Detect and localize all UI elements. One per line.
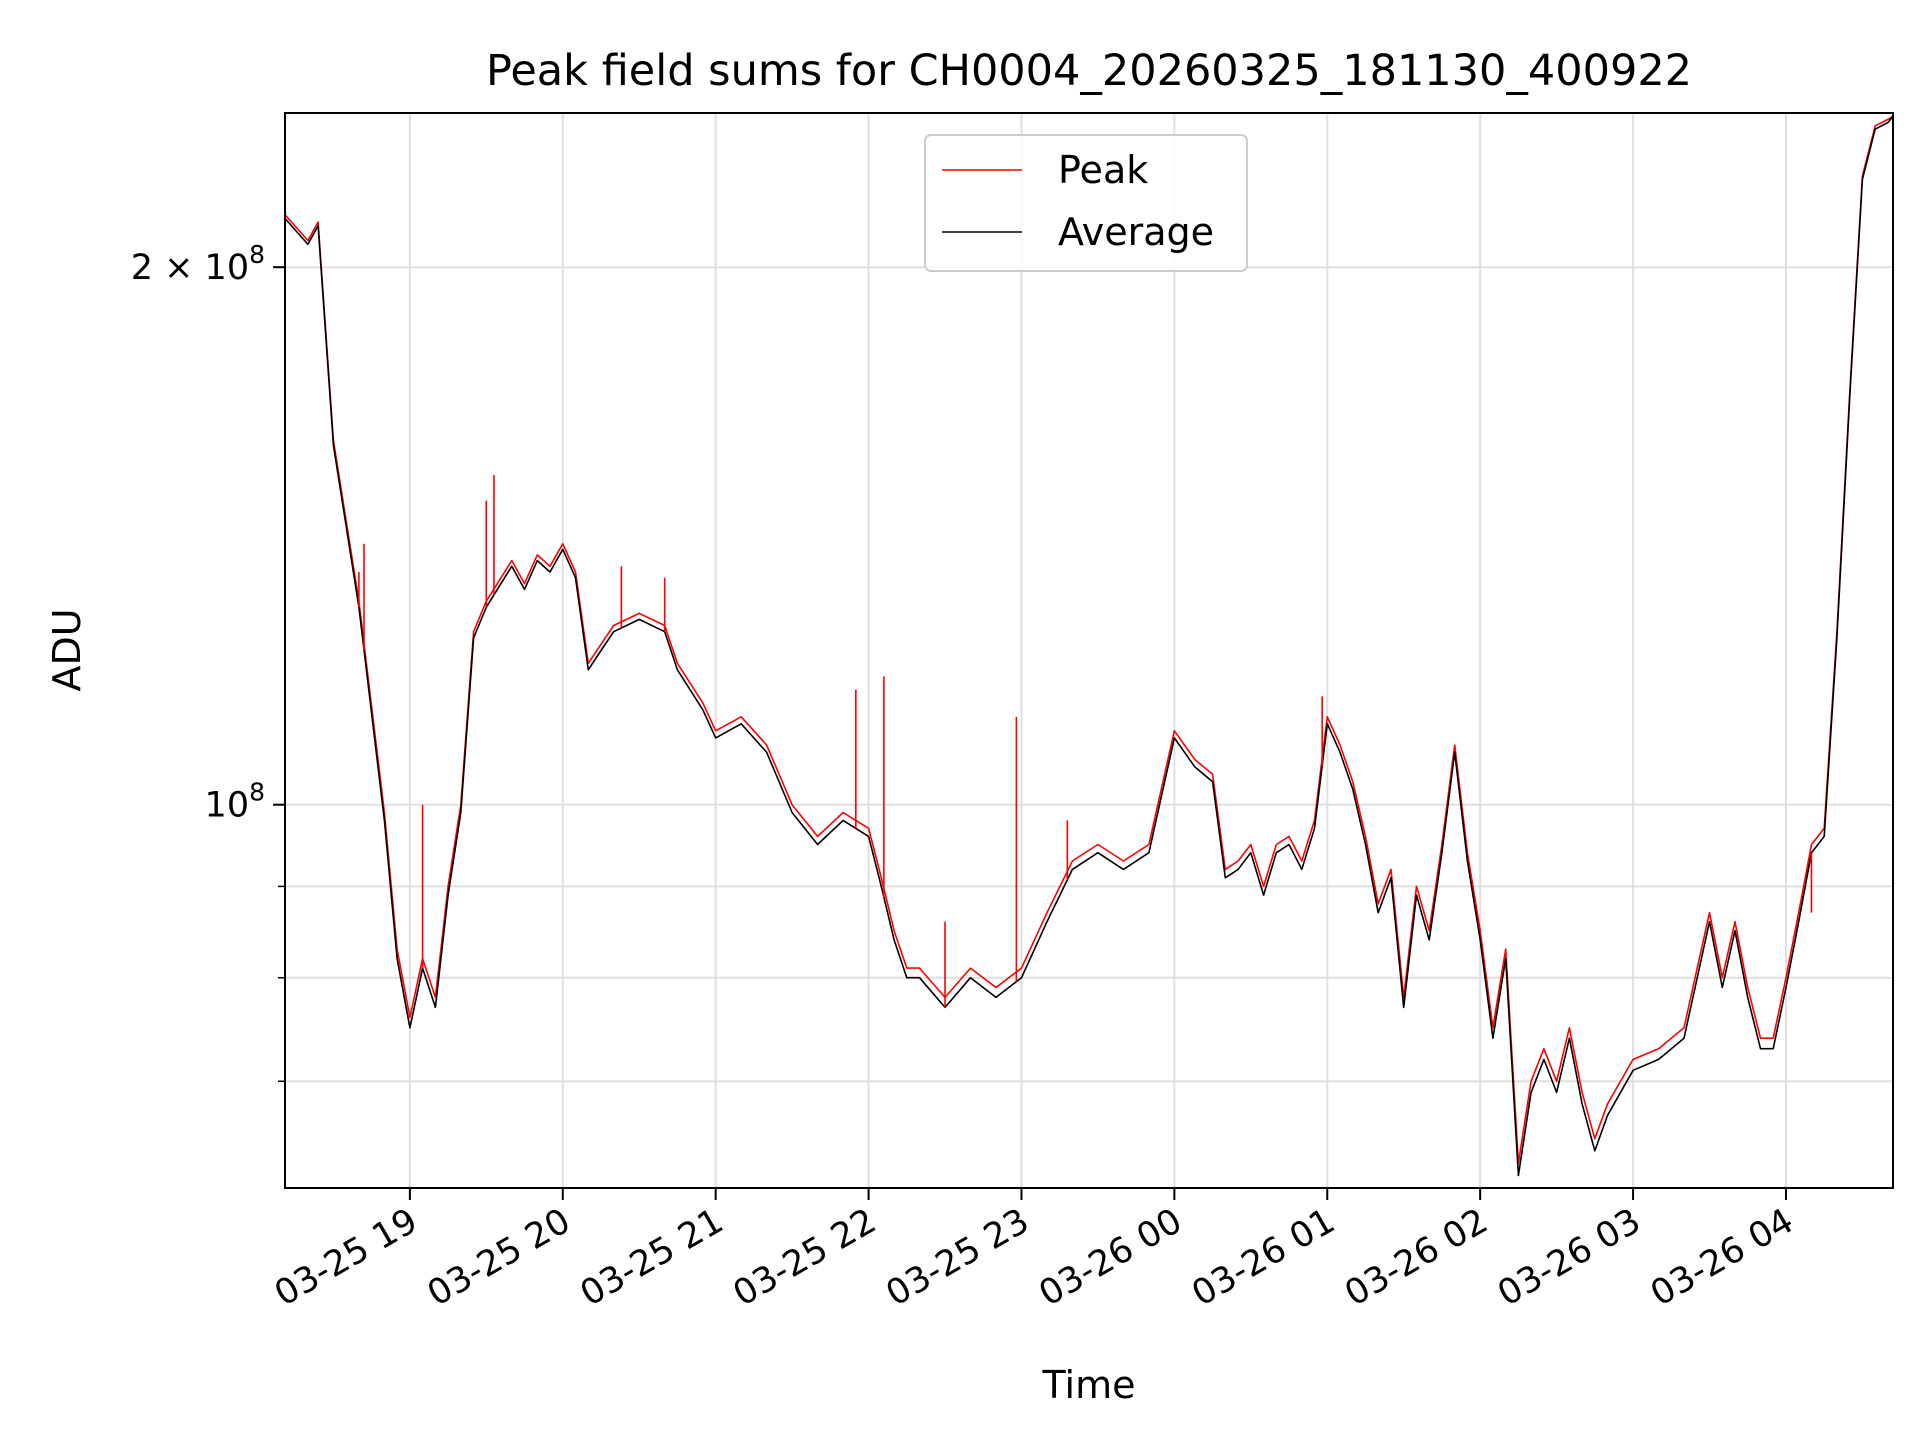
legend: Peak Average — [924, 134, 1248, 272]
chart-title: Peak field sums for CH0004_20260325_1811… — [486, 46, 1692, 96]
y-tick-label-base: 10 — [205, 786, 250, 826]
legend-label-average: Average — [1058, 210, 1214, 254]
series-line-peak — [284, 115, 1894, 1164]
plot-frame — [284, 112, 1894, 1189]
grid — [285, 113, 1893, 1188]
y-tick-label-base: 2 × 10 — [131, 248, 249, 288]
y-axis-label: ADU — [45, 608, 89, 691]
legend-label-peak: Peak — [1058, 148, 1148, 192]
legend-box — [924, 134, 1248, 272]
series-layer — [284, 115, 1894, 1177]
y-tick-label: 108 — [205, 778, 265, 826]
y-tick-label-exponent: 8 — [249, 778, 265, 807]
series-line-average — [284, 115, 1894, 1177]
y-tick-label-exponent: 8 — [249, 240, 265, 269]
x-axis-label: Time — [1042, 1363, 1136, 1407]
y-tick-label: 2 × 108 — [131, 240, 265, 288]
